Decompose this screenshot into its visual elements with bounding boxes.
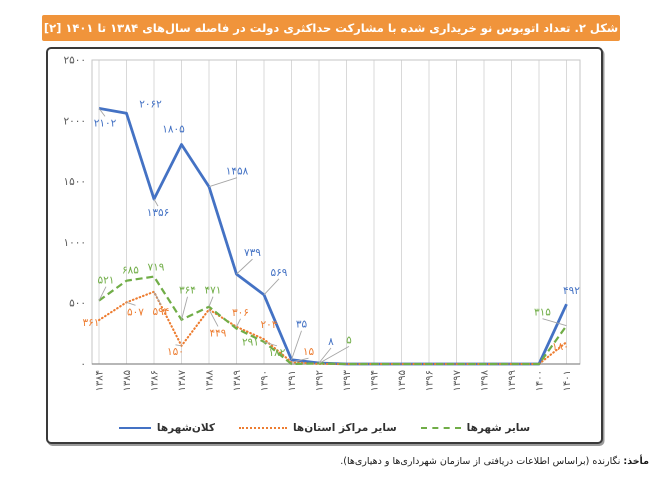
svg-text:۱۵۰: ۱۵۰ [167, 346, 184, 358]
svg-text:۱۳۸۷: ۱۳۸۷ [177, 369, 188, 391]
source-footnote: مأخذ: نگارنده (براساس اطلاعات دریافتی از… [340, 456, 649, 467]
svg-text:۱۵: ۱۵ [303, 346, 315, 358]
svg-text:۱۰۰۰: ۱۰۰۰ [63, 237, 86, 249]
svg-text:۱۳۹۹: ۱۳۹۹ [507, 370, 518, 391]
svg-text:۱۳۸۴: ۱۳۸۴ [95, 370, 106, 391]
source-label: مأخذ: [623, 456, 649, 467]
data-labels-metropolises: ۲۱۰۲ ۲۰۶۲ ۱۳۵۶ ۱۸۰۵ ۱۴۵۸ ۷۳۹ ۵۶۹ ۳۵ ۸ ۴۹۲ [94, 98, 581, 348]
svg-text:۱۳۹۱: ۱۳۹۱ [287, 370, 298, 391]
legend-item-province-centers: سایر مراکز استان‌ها [238, 422, 397, 434]
figure-title: شکل ۲. تعداد اتوبوس نو خریداری شده با مش… [43, 21, 619, 35]
svg-text:۲۰۰۰: ۲۰۰۰ [63, 115, 86, 127]
svg-text:۱۸۰۵: ۱۸۰۵ [162, 124, 185, 136]
figure-title-banner: شکل ۲. تعداد اتوبوس نو خریداری شده با مش… [42, 15, 620, 41]
svg-text:۲۵۰۰: ۲۵۰۰ [63, 55, 86, 67]
svg-text:۱۸۰: ۱۸۰ [552, 341, 569, 353]
svg-text:۵: ۵ [346, 334, 352, 346]
series-line-province-centers [97, 290, 568, 366]
x-axis-labels: ۱۳۸۴ ۱۳۸۵ ۱۳۸۶ ۱۳۸۷ ۱۳۸۸ ۱۳۸۹ ۱۳۹۰ ۱۳۹۱ ۱۳۹۲ ۱۳۹۳… [95, 369, 574, 391]
svg-text:۸: ۸ [328, 336, 334, 348]
chart-legend: کلان‌شهرها سایر مراکز استان‌ها سایر شهره… [48, 422, 601, 434]
y-axis-labels: ۰ ۵۰۰ ۱۰۰۰ ۱۵۰۰ ۲۰۰۰ ۲۵۰۰ [63, 55, 86, 371]
svg-text:۱۳۸۶: ۱۳۸۶ [150, 370, 161, 391]
svg-text:۲۰۶۲: ۲۰۶۲ [139, 98, 162, 110]
svg-text:۱۵۰۰: ۱۵۰۰ [63, 176, 86, 188]
svg-text:۳۶۴: ۳۶۴ [179, 285, 196, 297]
svg-text:۱۴۰۰: ۱۴۰۰ [535, 370, 546, 391]
svg-text:۷۳۹: ۷۳۹ [244, 247, 261, 259]
svg-text:۵۰۷: ۵۰۷ [127, 306, 144, 318]
svg-text:۲۹۱: ۲۹۱ [242, 337, 259, 349]
svg-text:۲۰۴: ۲۰۴ [261, 319, 278, 331]
svg-text:۱۳۹۶: ۱۳۹۶ [425, 370, 436, 391]
svg-text:۱۳۸۵: ۱۳۸۵ [122, 370, 133, 391]
svg-text:۱۳۹۲: ۱۳۹۲ [315, 370, 326, 391]
svg-text:۷۱۹: ۷۱۹ [148, 262, 165, 274]
svg-text:۱۳۹۵: ۱۳۹۵ [397, 370, 408, 391]
svg-text:۱۴۵۸: ۱۴۵۸ [226, 166, 249, 178]
svg-text:۵۶۹: ۵۶۹ [271, 267, 288, 279]
line-chart: ۰ ۵۰۰ ۱۰۰۰ ۱۵۰۰ ۲۰۰۰ ۲۵۰۰ ۱۳۸۴ ۱۳۸۵ ۱۳۸۶ ۱۳۸۷ ۱۳۸۸… [63, 55, 581, 391]
legend-label-metropolises: کلان‌شهرها [156, 422, 215, 434]
svg-text:۱۳۸۹: ۱۳۸۹ [232, 370, 243, 391]
svg-text:۳۱۵: ۳۱۵ [534, 307, 551, 319]
svg-text:۴۹۲: ۴۹۲ [563, 285, 580, 297]
svg-text:۱۳۹۴: ۱۳۹۴ [370, 370, 381, 391]
svg-text:۵۲۱: ۵۲۱ [98, 275, 115, 287]
leader-lines-metropolises [98, 108, 332, 364]
svg-text:۲۱۰۲: ۲۱۰۲ [94, 117, 117, 129]
legend-line-swatch-province-centers [238, 427, 287, 429]
svg-text:۳۰۶: ۳۰۶ [232, 307, 249, 319]
legend-line-swatch-other-cities [420, 427, 461, 429]
leader-lines-province-centers [126, 291, 309, 363]
svg-text:۴۴۹: ۴۴۹ [210, 327, 227, 339]
svg-text:۱۳۹۰: ۱۳۹۰ [260, 370, 271, 391]
data-labels-province-centers: ۳۶۱ ۵۰۷ ۵۹۴ ۱۵۰ ۴۴۹ ۳۰۶ ۲۰۴ ۱۵ ۱۸۰ [83, 306, 569, 358]
svg-text:۴۷۱: ۴۷۱ [205, 285, 222, 297]
svg-text:۰: ۰ [80, 359, 86, 371]
svg-text:۵۹۴: ۵۹۴ [153, 306, 170, 318]
chart-frame: ۰ ۵۰۰ ۱۰۰۰ ۱۵۰۰ ۲۰۰۰ ۲۵۰۰ ۱۳۸۴ ۱۳۸۵ ۱۳۸۶ ۱۳۸۷ ۱۳۸۸… [46, 47, 603, 444]
svg-text:۳۶۱: ۳۶۱ [83, 317, 100, 329]
svg-text:۱۳۹۸: ۱۳۹۸ [480, 369, 491, 391]
svg-text:۳۵: ۳۵ [296, 319, 308, 331]
svg-text:۱۳۹۳: ۱۳۹۳ [342, 369, 353, 391]
data-labels-other-cities: ۵۲۱ ۶۸۵ ۷۱۹ ۳۶۴ ۴۷۱ ۲۹۱ ۱۸۲ ۵ ۳۱۵ [98, 262, 552, 359]
svg-text:۱۳۸۸: ۱۳۸۸ [205, 369, 216, 391]
leader-lines-other-cities [98, 286, 567, 364]
series-line-metropolises [98, 107, 568, 366]
svg-text:۱۴۰۱: ۱۴۰۱ [562, 370, 573, 391]
source-text: نگارنده (براساس اطلاعات دریافتی از سازما… [340, 456, 621, 467]
legend-label-province-centers: سایر مراکز استان‌ها [292, 422, 397, 434]
legend-line-swatch-metropolises [118, 427, 151, 429]
svg-text:۱۳۵۶: ۱۳۵۶ [147, 207, 170, 219]
svg-text:۱۳۹۷: ۱۳۹۷ [452, 369, 463, 391]
svg-text:۶۸۵: ۶۸۵ [122, 265, 139, 277]
series-line-other-cities [98, 275, 568, 366]
svg-text:۱۸۲: ۱۸۲ [269, 347, 286, 359]
gridlines [98, 60, 567, 364]
legend-item-other-cities: سایر شهرها [420, 422, 531, 434]
legend-label-other-cities: سایر شهرها [466, 422, 531, 434]
legend-item-metropolises: کلان‌شهرها [118, 422, 215, 434]
svg-text:۵۰۰: ۵۰۰ [69, 298, 86, 310]
